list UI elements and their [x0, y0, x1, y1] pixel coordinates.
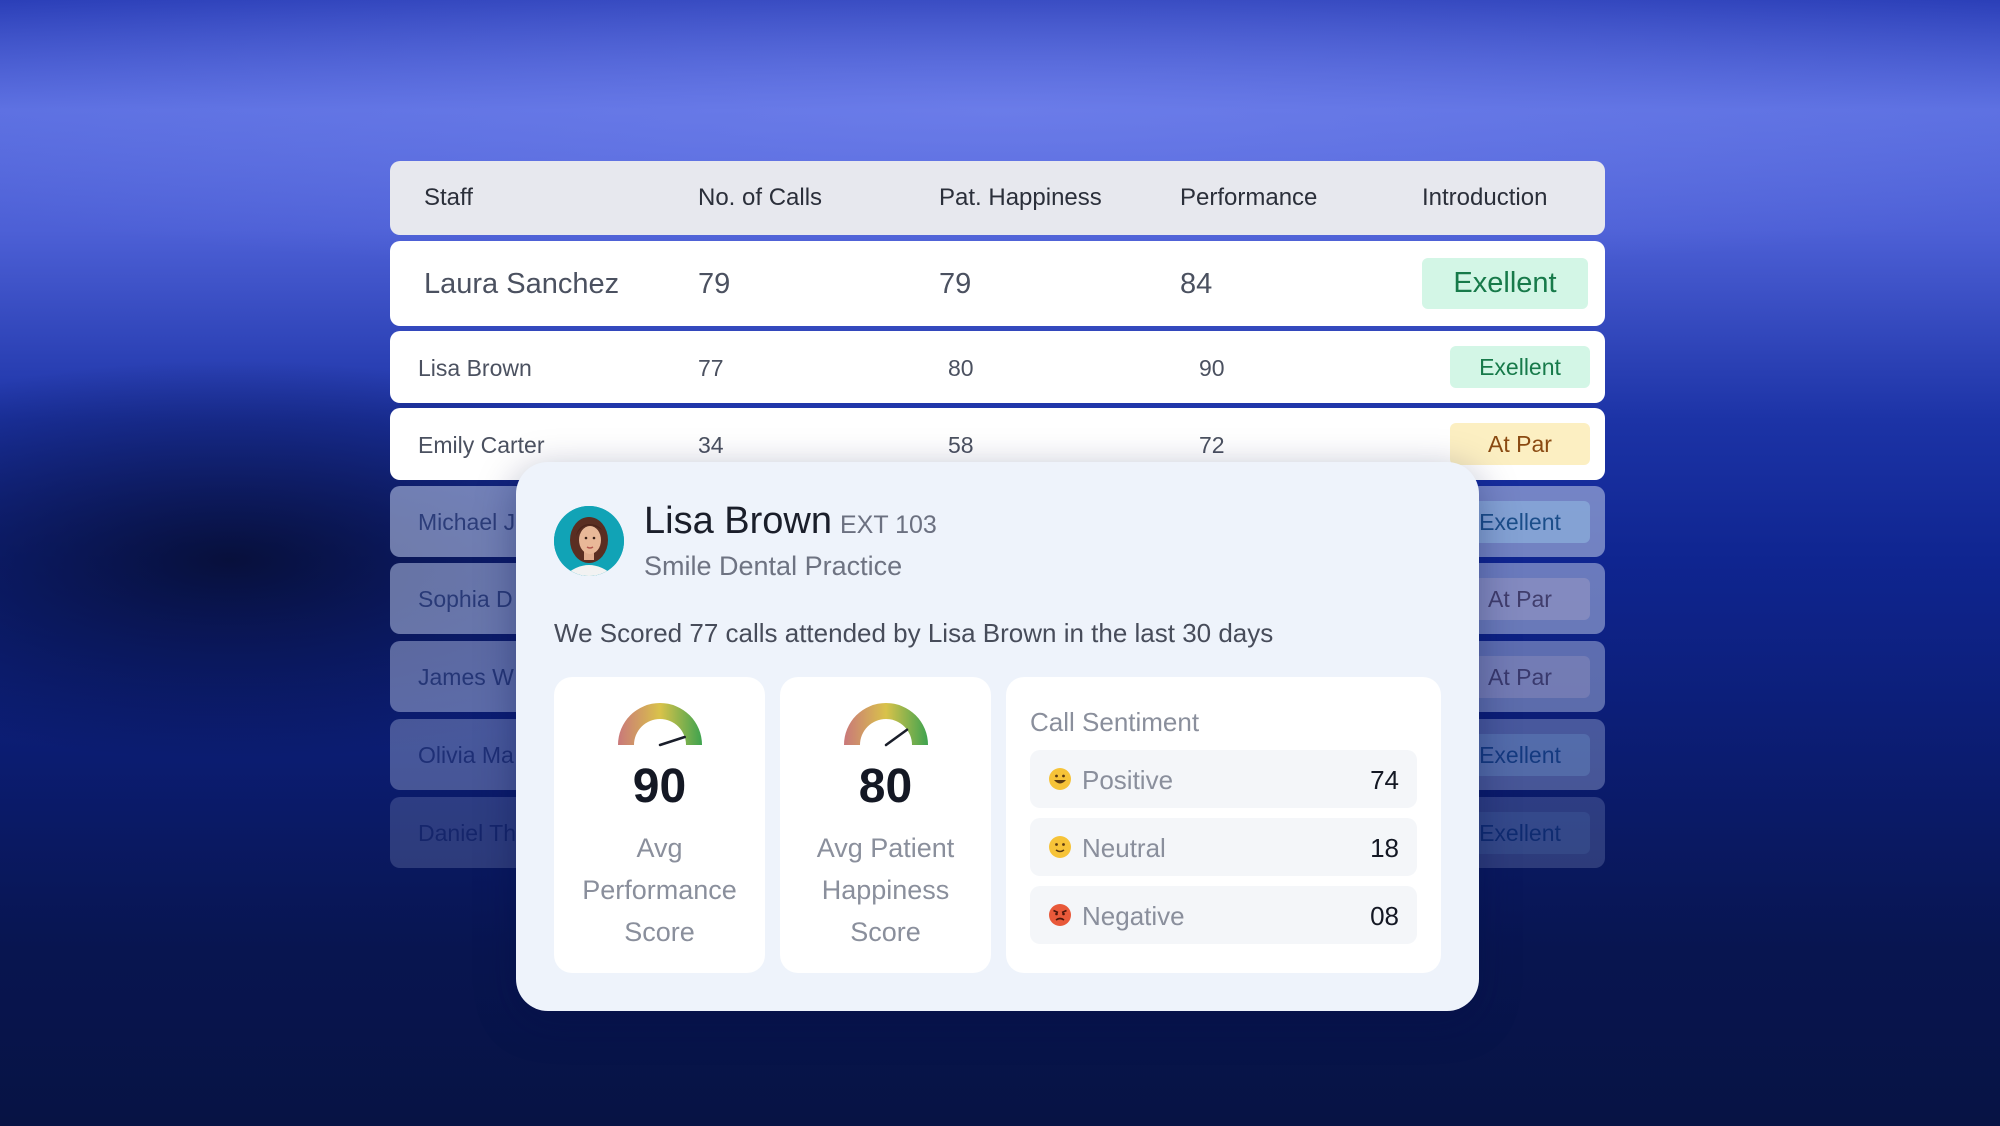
performance-value: 72	[1199, 432, 1225, 458]
table-header: Staff No. of Calls Pat. Happiness Perfor…	[390, 161, 1605, 235]
avg-happiness-metric: 80 Avg Patient Happiness Score	[780, 677, 991, 973]
calls-value: 34	[698, 432, 724, 458]
calls-value: 79	[698, 268, 731, 300]
staff-name-heading: Lisa Brown EXT 103	[644, 500, 937, 543]
sentiment-count: 74	[1370, 765, 1399, 795]
performance-score-label: Avg Performance Score	[582, 833, 737, 947]
status-badge: Exellent	[1422, 258, 1588, 309]
avg-performance-metric: 90 Avg Performance Score	[554, 677, 765, 973]
header-performance[interactable]: Performance	[1180, 184, 1318, 211]
staff-name: James W	[418, 664, 514, 690]
staff-name: Michael J	[418, 509, 516, 535]
call-sentiment-panel: Call Sentiment Positive 74 Neutral 18	[1006, 677, 1441, 973]
table-row[interactable]: Lisa Brown 77 80 90 Exellent	[390, 331, 1605, 403]
gauge-icon	[618, 703, 702, 747]
staff-name: Sophia D	[418, 586, 513, 612]
status-badge: At Par	[1450, 423, 1590, 465]
avatar	[554, 506, 624, 576]
performance-value: 90	[1199, 355, 1225, 381]
table-row[interactable]: Laura Sanchez 79 79 84 Exellent	[390, 241, 1605, 326]
sentiment-row-negative: Negative 08	[1030, 886, 1417, 944]
performance-value: 84	[1180, 268, 1213, 300]
card-name: Lisa Brown	[644, 500, 832, 542]
happiness-value: 79	[939, 268, 972, 300]
performance-score: 90	[632, 760, 687, 813]
status-badge: Exellent	[1450, 346, 1590, 388]
staff-name: Lisa Brown	[418, 355, 532, 381]
sentiment-count: 18	[1370, 833, 1399, 863]
practice-name: Smile Dental Practice	[644, 551, 903, 581]
happiness-score-label: Avg Patient Happiness Score	[816, 833, 955, 947]
header-calls[interactable]: No. of Calls	[698, 184, 823, 211]
slight-smile-icon	[1049, 836, 1071, 858]
happiness-value: 58	[948, 432, 974, 458]
avatar-portrait-icon	[554, 506, 624, 576]
staff-name: Daniel Th	[418, 820, 517, 846]
extension-label: EXT 103	[839, 511, 937, 539]
sentiment-label: Positive	[1082, 765, 1174, 795]
sentiment-row-neutral: Neutral 18	[1030, 818, 1417, 876]
staff-name: Laura Sanchez	[424, 268, 620, 300]
calls-value: 77	[698, 355, 724, 381]
angry-face-icon	[1049, 904, 1071, 926]
staff-name: Emily Carter	[418, 432, 545, 458]
happiness-value: 80	[948, 355, 974, 381]
grinning-face-icon	[1049, 768, 1071, 790]
sentiment-row-positive: Positive 74	[1030, 750, 1417, 808]
header-staff[interactable]: Staff	[424, 184, 473, 211]
gauge-icon	[844, 703, 928, 747]
sentiment-label: Negative	[1082, 901, 1185, 931]
staff-detail-card: Lisa Brown EXT 103 Smile Dental Practice …	[516, 462, 1479, 1011]
sentiment-label: Neutral	[1082, 833, 1166, 863]
call-sentiment-title: Call Sentiment	[1030, 707, 1200, 737]
header-happiness[interactable]: Pat. Happiness	[939, 184, 1102, 211]
happiness-score: 80	[858, 760, 913, 813]
score-summary: We Scored 77 calls attended by Lisa Brow…	[554, 618, 1274, 648]
header-introduction[interactable]: Introduction	[1422, 184, 1548, 211]
sentiment-count: 08	[1370, 901, 1399, 931]
staff-name: Olivia Ma	[418, 742, 514, 768]
